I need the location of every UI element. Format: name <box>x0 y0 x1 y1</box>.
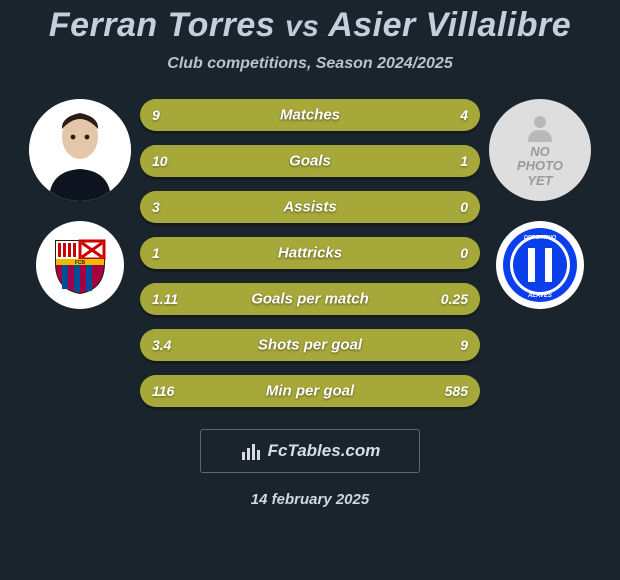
player2-club-badge: DEPORTIVO ALAVÉS <box>496 221 584 309</box>
stat-row: 3.4 9 Shots per goal <box>140 329 480 361</box>
stat-right-value: 4 <box>460 107 468 123</box>
stat-left-value: 1.11 <box>152 291 178 307</box>
player1-photo-icon <box>29 99 131 201</box>
stat-left-value: 3 <box>152 199 160 215</box>
stat-right-value: 0.25 <box>441 291 468 307</box>
stat-right-value: 1 <box>460 153 468 169</box>
stat-row: 1 0 Hattricks <box>140 237 480 269</box>
stat-left-value: 9 <box>152 107 160 123</box>
vs-label: vs <box>285 10 319 43</box>
stat-bars: 94Matches101Goals30Assists10Hattricks1.1… <box>140 99 480 407</box>
stat-right-value: 585 <box>445 383 468 399</box>
card-subtitle: Club competitions, Season 2024/2025 <box>167 55 452 73</box>
svg-text:ALAVÉS: ALAVÉS <box>527 291 552 299</box>
stat-label: Matches <box>280 107 340 124</box>
alaves-badge-icon: DEPORTIVO ALAVÉS <box>501 226 579 304</box>
stat-right-value: 0 <box>460 199 468 215</box>
player2-avatar: NO PHOTO YET <box>489 99 591 201</box>
player1-name: Ferran Torres <box>49 6 275 44</box>
stat-left-value: 116 <box>152 383 174 399</box>
stat-row: 10 1 Goals <box>140 145 480 177</box>
player2-name: Asier Villalibre <box>328 6 571 44</box>
player1-club-badge: FCB <box>36 221 124 309</box>
stat-row: 3 0 Assists <box>140 191 480 223</box>
fctables-logo-icon <box>240 440 262 462</box>
no-photo-icon <box>522 112 558 142</box>
stat-label: Assists <box>283 199 336 216</box>
comparison-card: Ferran Torres vs Asier Villalibre Club c… <box>0 0 620 580</box>
branding-text: FcTables.com <box>268 441 381 461</box>
left-column: FCB <box>20 99 140 407</box>
svg-text:FCB: FCB <box>75 260 86 266</box>
no-photo-line2: PHOTO <box>517 159 563 173</box>
stat-label: Goals per match <box>251 291 369 308</box>
no-photo-line3: YET <box>527 174 552 188</box>
chart-area: FCB 94Matches101Goals30Assists10Hattrick… <box>0 99 620 407</box>
stat-row: 9 4 Matches <box>140 99 480 131</box>
stat-right-value: 9 <box>460 337 468 353</box>
card-title: Ferran Torres vs Asier Villalibre <box>49 6 571 45</box>
stat-label: Hattricks <box>278 245 342 262</box>
stat-label: Shots per goal <box>258 337 362 354</box>
stat-label: Min per goal <box>266 383 354 400</box>
stat-right-value: 0 <box>460 245 468 261</box>
date-label: 14 february 2025 <box>251 491 369 508</box>
branding-box: FcTables.com <box>200 429 420 473</box>
stat-row: 116 585 Min per goal <box>140 375 480 407</box>
barcelona-badge-icon: FCB <box>48 233 112 297</box>
stat-label: Goals <box>289 153 331 170</box>
no-photo-line1: NO <box>530 145 550 159</box>
stat-left-value: 10 <box>152 153 168 169</box>
player1-avatar <box>29 99 131 201</box>
stat-left-value: 1 <box>152 245 160 261</box>
right-column: NO PHOTO YET DEPORTIVO ALAVÉS <box>480 99 600 407</box>
svg-text:DEPORTIVO: DEPORTIVO <box>524 235 557 241</box>
stat-left-value: 3.4 <box>152 337 171 353</box>
stat-row: 1.11 0.25 Goals per match <box>140 283 480 315</box>
